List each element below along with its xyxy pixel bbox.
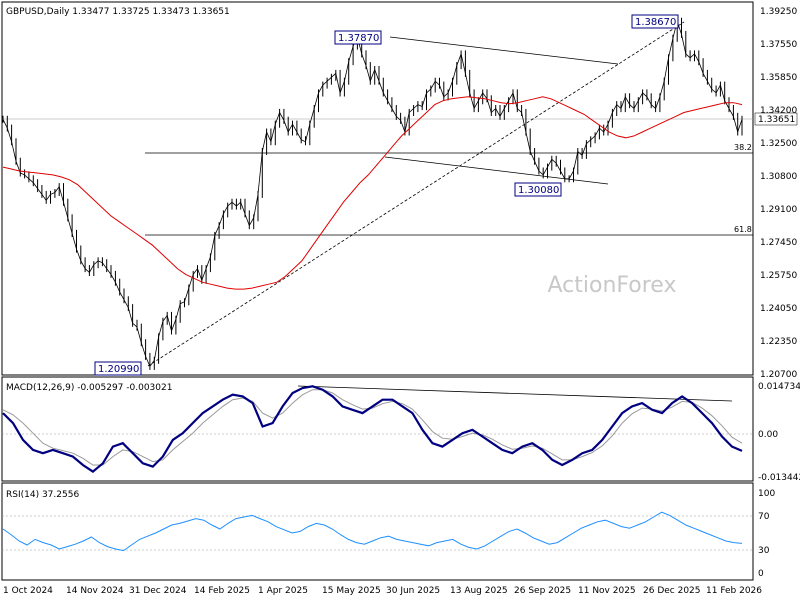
moving-average-line bbox=[2, 96, 743, 290]
macd-tick: 0.014734 bbox=[758, 382, 800, 392]
macd-trendline bbox=[297, 385, 733, 402]
macd-tick: -0.013442 bbox=[758, 473, 800, 483]
lower-channel-line bbox=[384, 156, 609, 185]
macd-panel-frame bbox=[1, 376, 754, 482]
rsi-tick: 30 bbox=[758, 546, 770, 556]
x-tick: 11 Feb 2026 bbox=[706, 586, 762, 596]
x-tick: 26 Dec 2025 bbox=[643, 586, 701, 596]
label-box-1-37870 bbox=[334, 30, 382, 45]
macd-signal-line bbox=[2, 389, 743, 466]
x-tick: 11 Nov 2025 bbox=[578, 586, 636, 596]
x-tick: 14 Feb 2025 bbox=[194, 586, 250, 596]
rsi-title: RSI(14) 37.2556 bbox=[6, 490, 79, 500]
price-panel-frame bbox=[1, 1, 754, 376]
watermark: ActionForex bbox=[548, 273, 677, 298]
price-tick: 1.34200 bbox=[760, 106, 797, 116]
x-tick: 1 Apr 2025 bbox=[258, 586, 308, 596]
rsi-tick: 0 bbox=[758, 569, 764, 579]
upper-channel-line bbox=[389, 36, 619, 65]
price-tick: 1.27450 bbox=[760, 238, 797, 248]
price-tick: 1.39250 bbox=[760, 7, 797, 17]
fib-382-label: 38.2 bbox=[734, 143, 752, 152]
rsi-tick: 70 bbox=[758, 512, 770, 522]
rsi-line bbox=[2, 511, 743, 552]
label-1-37870: 1.37870 bbox=[338, 33, 379, 44]
price-tick: 1.29100 bbox=[760, 205, 797, 215]
price-tick: 1.25750 bbox=[760, 271, 797, 281]
label-1-20990: 1.20990 bbox=[98, 364, 139, 375]
price-tick: 1.32500 bbox=[760, 139, 797, 149]
label-1-38670: 1.38670 bbox=[635, 17, 676, 28]
support-trendline bbox=[147, 21, 685, 367]
macd-tick: 0.00 bbox=[758, 430, 778, 440]
label-box-1-20990 bbox=[94, 361, 142, 376]
instrument-title: GBPUSD,Daily 1.33477 1.33725 1.33473 1.3… bbox=[6, 7, 230, 17]
x-axis: 1 Oct 2024 14 Nov 2024 31 Dec 2024 14 Fe… bbox=[3, 586, 762, 596]
price-tick: 1.20700 bbox=[760, 370, 797, 380]
label-box-1-30080 bbox=[514, 182, 562, 197]
x-tick: 30 Jun 2025 bbox=[386, 586, 440, 596]
price-series bbox=[2, 17, 743, 370]
current-price-label: 1.33651 bbox=[758, 115, 795, 125]
x-tick: 14 Nov 2024 bbox=[66, 586, 124, 596]
price-tick: 1.35850 bbox=[760, 73, 797, 83]
fib-618-label: 61.8 bbox=[734, 225, 752, 234]
price-close-line bbox=[2, 19, 743, 368]
rsi-tick: 100 bbox=[758, 489, 775, 499]
label-box-1-38670 bbox=[631, 14, 679, 29]
macd-title: MACD(12,26,9) -0.005297 -0.003021 bbox=[6, 383, 172, 393]
price-tick: 1.30800 bbox=[760, 172, 797, 182]
price-tick: 1.22350 bbox=[760, 337, 797, 347]
macd-main-line bbox=[2, 385, 743, 473]
x-tick: 26 Sep 2025 bbox=[514, 586, 571, 596]
current-price-box bbox=[754, 112, 798, 126]
x-tick: 1 Oct 2024 bbox=[3, 586, 53, 596]
x-tick: 13 Aug 2025 bbox=[450, 586, 508, 596]
x-tick: 31 Dec 2024 bbox=[129, 586, 187, 596]
x-tick: 15 May 2025 bbox=[322, 586, 381, 596]
price-axis: 1.39250 1.37550 1.35850 1.34200 1.32500 … bbox=[760, 7, 797, 380]
label-1-30080: 1.30080 bbox=[518, 185, 559, 196]
price-tick: 1.37550 bbox=[760, 40, 797, 50]
price-tick: 1.24050 bbox=[760, 304, 797, 314]
rsi-panel-frame bbox=[1, 482, 754, 581]
